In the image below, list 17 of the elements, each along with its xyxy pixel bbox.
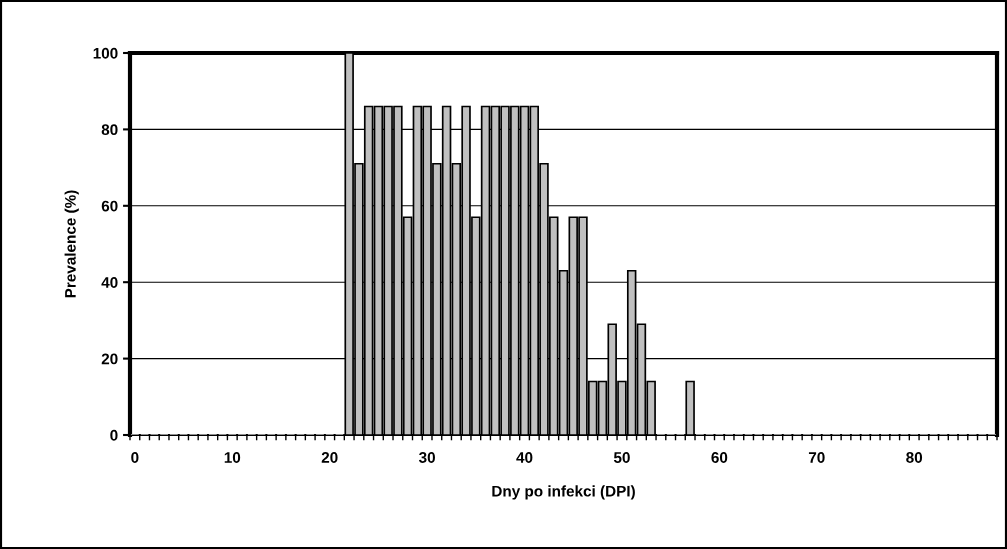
y-tick-label: 80 [101,124,118,136]
x-axis-title: Dny po infekci (DPI) [492,485,635,500]
y-tick-label: 100 [93,47,118,59]
y-tick-label: 60 [101,200,118,212]
x-tick-label: 60 [711,452,728,463]
x-tick-label: 10 [224,452,241,463]
x-tick-label: 80 [906,452,923,463]
x-tick-label: 0 [131,452,139,463]
y-tick-label: 40 [101,277,118,288]
y-axis-title: Prevalence (%) [64,190,79,298]
y-tick-label: 0 [110,429,118,441]
x-tick-label: 30 [418,452,435,463]
y-tick-label: 20 [101,353,118,365]
x-tick-label: 70 [808,452,825,463]
x-tick-label: 40 [516,452,533,463]
x-tick-label: 50 [613,452,630,463]
x-tick-label: 20 [321,452,338,463]
